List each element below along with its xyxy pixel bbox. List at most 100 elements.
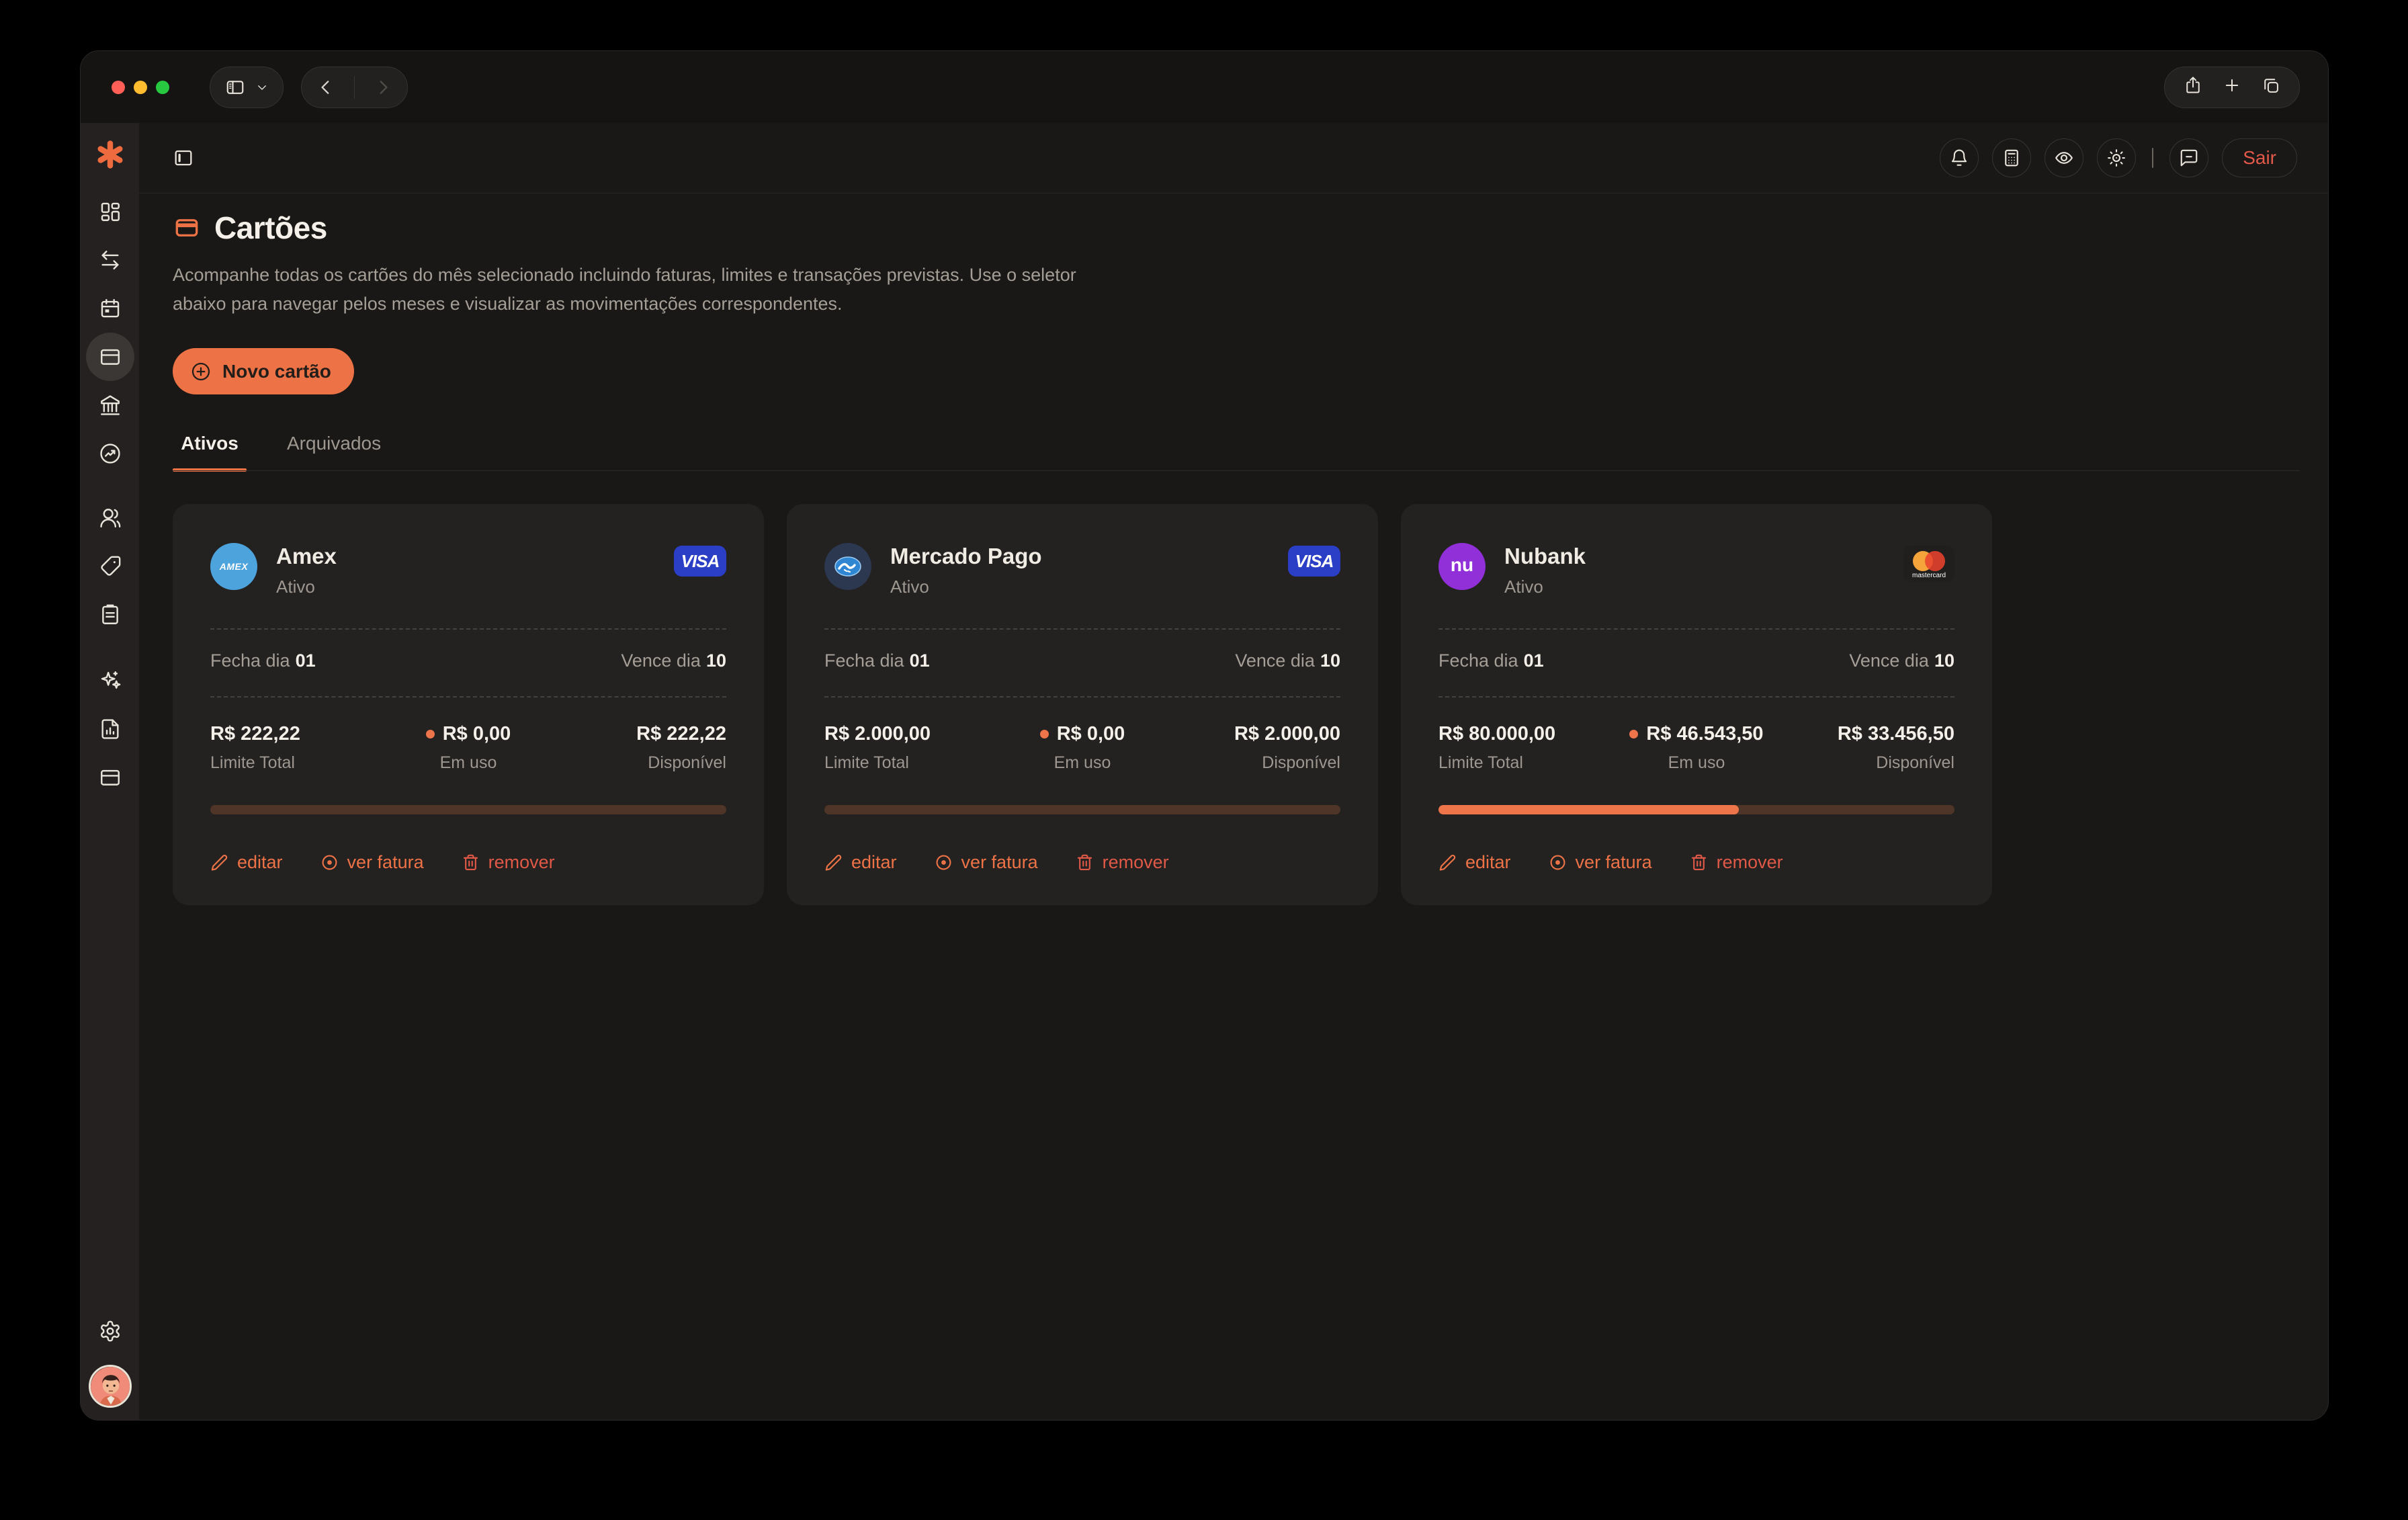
sidebar-item-subscriptions[interactable] [86, 753, 134, 802]
calculator-button[interactable] [1992, 138, 2032, 177]
tag-icon [100, 556, 120, 576]
sidebar-item-ai[interactable] [86, 657, 134, 705]
dashboard-icon [101, 202, 120, 221]
page-title-row: Cartões [173, 210, 2328, 246]
titlebar [81, 51, 2328, 123]
remove-card-button[interactable]: remover [1076, 852, 1169, 873]
logout-button[interactable]: Sair [2222, 138, 2297, 177]
divider [824, 628, 1340, 630]
forward-button[interactable] [366, 70, 400, 105]
card-mercado-pago: Mercado Pago Ativo VISA Fecha dia 01 Venc… [787, 504, 1378, 905]
close-window-button[interactable] [112, 80, 125, 94]
view-invoice-button[interactable]: ver fatura [935, 852, 1038, 873]
trash-icon [463, 854, 478, 871]
sidebar [81, 123, 139, 1420]
app-logo[interactable] [95, 139, 125, 170]
brand-badge: VISA [674, 546, 726, 577]
sidebar-item-calendar[interactable] [86, 284, 134, 333]
limit-total: R$ 2.000,00 Limite Total [824, 723, 931, 772]
bank-icon [100, 395, 120, 415]
pencil-icon [211, 855, 228, 871]
new-card-label: Novo cartão [222, 360, 331, 382]
sidebar-item-performance[interactable] [86, 429, 134, 478]
titlebar-right-actions [2164, 66, 2300, 108]
user-avatar[interactable] [88, 1365, 132, 1408]
edit-card-button[interactable]: editar [824, 852, 897, 873]
privacy-eye-button[interactable] [2045, 138, 2084, 177]
transfers-icon [101, 251, 119, 269]
theme-toggle-button[interactable] [2097, 138, 2137, 177]
tab-overview-button[interactable] [2262, 76, 2280, 98]
svg-text:mastercard: mastercard [1912, 572, 1946, 579]
billing-days-row: Fecha dia 01 Vence dia 10 [824, 646, 1340, 675]
status-badge: Ativo [276, 577, 315, 597]
sidebar-item-tags[interactable] [86, 542, 134, 591]
limit-total: R$ 222,22 Limite Total [210, 723, 300, 772]
back-button[interactable] [308, 70, 343, 105]
tabs-bar: Ativos Arquivados [173, 432, 2300, 472]
chevron-down-icon [258, 85, 266, 90]
chevron-left-icon [321, 80, 329, 94]
card-actions: editar ver fatura remover [210, 852, 726, 873]
tabs-divider [173, 470, 2300, 471]
header-actions: Sair [1940, 138, 2297, 177]
sidebar-item-bank[interactable] [86, 381, 134, 429]
page-description: Acompanhe todas os cartões do mês seleci… [173, 265, 1076, 314]
remove-card-button[interactable]: remover [1690, 852, 1783, 873]
due-day: Vence dia 10 [621, 650, 726, 671]
nav-divider [354, 75, 355, 99]
new-tab-button[interactable] [2223, 76, 2241, 98]
brand-badge: VISA [1288, 546, 1340, 577]
in-use: R$ 46.543,50 Em uso [1610, 720, 1782, 773]
titlebar-sidebar-toggle[interactable] [210, 66, 284, 108]
visa-logo: VISA [674, 546, 726, 577]
main-area: Sair Cartões Acompanhe todas os cartões … [139, 123, 2328, 1420]
sidebar-item-settings[interactable] [86, 1307, 134, 1355]
pencil-icon [825, 855, 842, 871]
sidebar-item-dashboard[interactable] [86, 187, 134, 236]
card-actions: editar ver fatura remover [824, 852, 1340, 873]
maximize-window-button[interactable] [156, 80, 169, 94]
available: R$ 33.456,50 Disponível [1837, 723, 1954, 772]
trash-icon [1077, 854, 1092, 871]
navigation-buttons [301, 66, 408, 108]
mastercard-logo: mastercard [1903, 546, 1954, 582]
tab-arquivados[interactable]: Arquivados [283, 432, 385, 472]
new-card-button[interactable]: Novo cartão [173, 348, 354, 394]
available: R$ 2.000,00 Disponível [1234, 723, 1340, 772]
view-invoice-button[interactable]: ver fatura [320, 852, 424, 873]
sidebar-panel-icon [226, 80, 244, 94]
minimize-window-button[interactable] [134, 80, 147, 94]
app-window: Sair Cartões Acompanhe todas os cartões … [80, 50, 2329, 1421]
card-header: AMEX Amex Ativo VISA [210, 543, 726, 597]
edit-card-button[interactable]: editar [210, 852, 283, 873]
tab-ativos[interactable]: Ativos [173, 432, 247, 472]
sidebar-item-cards[interactable] [85, 333, 134, 381]
card-amex: AMEX Amex Ativo VISA Fec [173, 504, 764, 905]
notifications-button[interactable] [1940, 138, 1979, 177]
app-header: Sair [139, 123, 2328, 194]
in-use-dot [1629, 729, 1639, 738]
divider [210, 696, 726, 698]
billing-days-row: Fecha dia 01 Vence dia 10 [1438, 646, 1954, 675]
mercado-pago-handshake-icon [824, 543, 871, 590]
edit-card-button[interactable]: editar [1438, 852, 1511, 873]
remove-card-button[interactable]: remover [462, 852, 555, 873]
sidebar-item-notes[interactable] [86, 591, 134, 639]
sidebar-item-users[interactable] [86, 494, 134, 542]
in-use: R$ 0,00 Em uso [996, 720, 1168, 773]
sidebar-nav-main [85, 187, 134, 478]
view-invoice-button[interactable]: ver fatura [1549, 852, 1652, 873]
sidebar-item-transfers[interactable] [86, 236, 134, 284]
close-day: Fecha dia 01 [210, 650, 316, 671]
brand-badge: mastercard [1903, 546, 1954, 585]
amex-logo-avatar: AMEX [210, 543, 257, 590]
share-button[interactable] [2184, 76, 2202, 98]
sidebar-nav-secondary [86, 494, 134, 639]
sidebar-item-reports[interactable] [86, 705, 134, 753]
card-icon [100, 769, 120, 786]
panel-toggle-button[interactable] [173, 147, 194, 169]
status-badge: Ativo [1504, 577, 1543, 597]
feedback-chat-button[interactable] [2169, 138, 2209, 177]
limit-progress-bar [210, 805, 726, 814]
